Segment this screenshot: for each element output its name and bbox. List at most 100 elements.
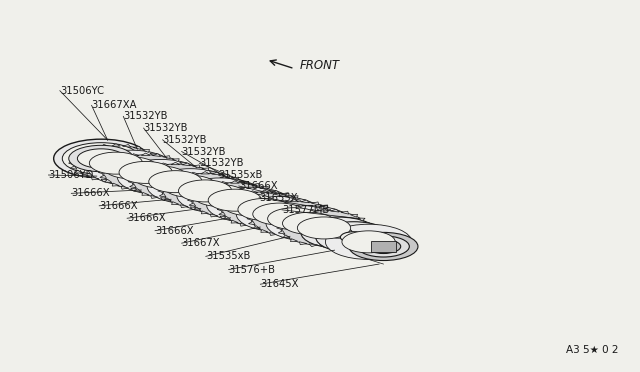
Polygon shape <box>252 183 259 186</box>
Polygon shape <box>358 235 365 238</box>
Polygon shape <box>190 207 198 209</box>
Polygon shape <box>300 242 307 245</box>
Polygon shape <box>271 191 280 193</box>
Polygon shape <box>172 202 179 205</box>
Polygon shape <box>142 174 150 177</box>
Ellipse shape <box>62 143 140 174</box>
Polygon shape <box>220 216 228 219</box>
Polygon shape <box>129 176 136 179</box>
Polygon shape <box>319 209 328 211</box>
Polygon shape <box>231 196 238 199</box>
Polygon shape <box>193 165 200 168</box>
Text: 31666X: 31666X <box>127 213 166 223</box>
Polygon shape <box>161 198 169 201</box>
Polygon shape <box>301 200 309 203</box>
Polygon shape <box>104 179 112 182</box>
Polygon shape <box>211 183 218 186</box>
Polygon shape <box>298 217 306 219</box>
Ellipse shape <box>117 160 204 195</box>
Polygon shape <box>371 241 396 252</box>
Polygon shape <box>247 189 253 193</box>
Text: FRONT: FRONT <box>300 58 340 71</box>
Polygon shape <box>248 221 255 225</box>
Ellipse shape <box>148 171 202 193</box>
Polygon shape <box>298 199 306 202</box>
Polygon shape <box>164 198 172 201</box>
Polygon shape <box>75 153 82 156</box>
Polygon shape <box>98 171 104 174</box>
Ellipse shape <box>266 206 352 241</box>
Polygon shape <box>100 166 107 170</box>
Polygon shape <box>150 153 157 156</box>
Polygon shape <box>129 185 136 188</box>
Text: 31576+B: 31576+B <box>228 264 276 275</box>
Polygon shape <box>180 205 188 208</box>
Polygon shape <box>253 209 260 212</box>
Ellipse shape <box>236 196 323 232</box>
Polygon shape <box>133 147 141 149</box>
Polygon shape <box>321 230 328 232</box>
Ellipse shape <box>326 227 352 238</box>
Ellipse shape <box>88 150 174 185</box>
Text: 31666X: 31666X <box>99 201 138 211</box>
Text: 31532YB: 31532YB <box>200 158 244 168</box>
Ellipse shape <box>268 208 321 230</box>
Polygon shape <box>279 235 288 237</box>
Polygon shape <box>291 239 298 242</box>
Ellipse shape <box>162 173 248 209</box>
Ellipse shape <box>208 189 262 211</box>
Polygon shape <box>180 179 187 182</box>
Polygon shape <box>152 188 161 191</box>
Polygon shape <box>75 170 82 173</box>
Ellipse shape <box>192 183 278 218</box>
Polygon shape <box>269 202 277 205</box>
Polygon shape <box>150 170 157 173</box>
Polygon shape <box>333 221 340 225</box>
Polygon shape <box>261 186 268 189</box>
Ellipse shape <box>358 236 410 257</box>
Polygon shape <box>111 180 120 183</box>
Polygon shape <box>278 222 285 225</box>
Polygon shape <box>363 222 370 225</box>
Text: 31532YB: 31532YB <box>143 123 188 133</box>
Polygon shape <box>152 154 161 157</box>
Ellipse shape <box>104 157 157 179</box>
Polygon shape <box>83 150 90 153</box>
Polygon shape <box>311 232 319 235</box>
Polygon shape <box>341 242 349 245</box>
Polygon shape <box>232 177 239 180</box>
Polygon shape <box>358 218 365 221</box>
Polygon shape <box>231 220 238 223</box>
Text: 31655X: 31655X <box>259 193 298 203</box>
Polygon shape <box>274 203 281 206</box>
Polygon shape <box>182 198 191 201</box>
Text: 31506YD: 31506YD <box>49 170 94 180</box>
Polygon shape <box>244 193 251 197</box>
Polygon shape <box>214 176 221 179</box>
Text: 31577MB: 31577MB <box>282 205 329 215</box>
Polygon shape <box>193 195 200 198</box>
Polygon shape <box>121 155 129 158</box>
Polygon shape <box>171 199 180 201</box>
Polygon shape <box>303 203 310 207</box>
Polygon shape <box>363 231 370 234</box>
Polygon shape <box>194 190 201 193</box>
Polygon shape <box>128 180 134 183</box>
Ellipse shape <box>251 201 337 236</box>
Polygon shape <box>269 232 277 235</box>
Polygon shape <box>217 208 223 211</box>
Polygon shape <box>209 189 216 192</box>
Polygon shape <box>222 205 230 208</box>
Text: 31535xB: 31535xB <box>206 251 250 262</box>
Polygon shape <box>244 185 251 188</box>
Ellipse shape <box>298 217 351 239</box>
Polygon shape <box>101 179 109 182</box>
Polygon shape <box>141 189 150 192</box>
Polygon shape <box>164 181 172 184</box>
Polygon shape <box>190 172 198 175</box>
Polygon shape <box>311 202 319 205</box>
Polygon shape <box>180 162 187 166</box>
Polygon shape <box>223 199 230 202</box>
Text: 31667X: 31667X <box>182 238 220 248</box>
Ellipse shape <box>223 194 276 216</box>
